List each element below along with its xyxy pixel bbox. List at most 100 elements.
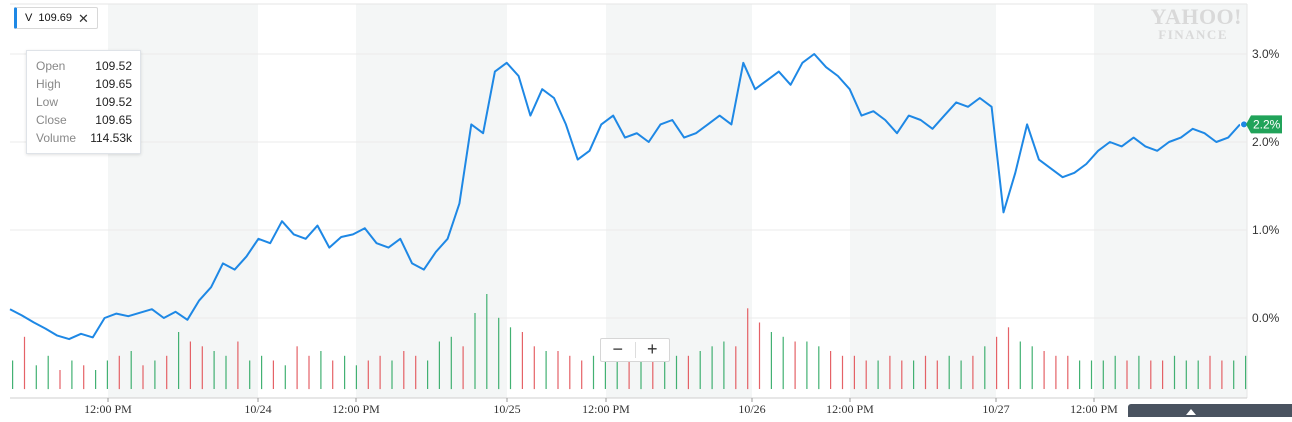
volume-bar [557,351,559,389]
symbol-chip[interactable]: V 109.69 ✕ [14,7,98,29]
x-tick-label: 12:00 PM [332,402,380,416]
tooltip-value: 109.65 [95,77,132,91]
volume-bar [1197,360,1199,389]
volume-bar [758,322,761,389]
current-value-label: 2.2% [1253,117,1281,131]
x-tick-label: 10/25 [493,402,520,416]
volume-bar [960,360,962,389]
ohlc-tooltip: Open 109.52 High 109.65 Low 109.52 Close… [26,50,141,154]
volume-bar [1126,360,1128,389]
volume-bar [1055,355,1057,390]
volume-bar [35,365,37,390]
y-tick-label: 2.0% [1252,135,1280,149]
volume-bar [462,346,464,390]
volume-bar [1019,341,1021,389]
yahoo-finance-logo: YAHOO! FINANCE [1132,6,1242,42]
tooltip-row-low: Low 109.52 [36,93,132,111]
price-line [9,53,1241,341]
volume-bar [924,355,927,390]
volume-bar [972,355,974,390]
volume-bar [770,332,772,389]
y-tick-label: 3.0% [1252,47,1280,61]
session-band [1094,4,1247,398]
session-band [850,4,996,398]
volume-bar [901,360,903,389]
current-value-badge [1246,115,1282,134]
volume-bar [1079,360,1081,389]
volume-bar [723,341,725,389]
volume-bar [652,360,654,389]
volume-bar [1245,355,1247,390]
x-tick-label: 12:00 PM [826,402,874,416]
volume-bar [889,355,891,390]
logo-line-2: FINANCE [1158,27,1228,42]
volume-bar [47,355,49,390]
volume-bar [296,346,298,390]
zoom-in-button[interactable]: + [646,339,658,359]
volume-bar [474,313,476,389]
tooltip-label: Open [36,59,66,73]
volume-bar [308,355,310,390]
volume-bar [1031,346,1033,390]
volume-bar [154,360,156,389]
volume-bar [1221,360,1223,389]
volume-bar [23,336,26,390]
panel-toggle-tab[interactable] [1128,404,1292,417]
volume-bar [178,332,180,389]
volume-bar [984,346,986,390]
volume-bar [1150,360,1152,389]
volume-bar [996,336,998,390]
volume-bar [344,355,346,390]
y-tick-label: 0.0% [1252,311,1280,325]
volume-bar [1173,355,1176,390]
volume-bar [853,355,855,390]
volume-bar [865,360,867,389]
volume-bar [1090,360,1093,389]
volume-bar [1233,360,1235,389]
volume-bar [332,360,334,389]
tooltip-value: 109.65 [95,113,132,127]
volume-bar [450,336,452,390]
volume-bar [782,336,784,390]
tooltip-value: 114.53k [90,131,132,145]
close-icon[interactable]: ✕ [78,10,89,26]
volume-bar [948,355,950,390]
volume-bar [1138,355,1140,390]
volume-bar [403,351,405,389]
volume-bar [1007,327,1010,390]
volume-bar [1209,355,1211,390]
volume-bar [628,360,630,389]
x-tick-label: 12:00 PM [1070,402,1118,416]
volume-bar [806,341,808,389]
volume-bar [913,360,915,389]
volume-bar [59,370,61,389]
zoom-out-button[interactable]: − [612,339,623,359]
volume-bar [747,308,749,390]
x-tick-label: 12:00 PM [84,402,132,416]
volume-bar [699,351,701,389]
volume-bar [486,294,488,389]
tooltip-label: High [36,77,61,91]
volume-bar [830,351,832,389]
volume-bar [592,355,595,390]
volume-bar [1162,360,1164,389]
volume-bar [391,360,393,389]
volume-bar [130,351,132,389]
tooltip-value: 109.52 [95,95,132,109]
volume-bar [1185,360,1187,389]
volume-bar [640,355,642,390]
volume-bar [711,346,713,390]
logo-line-1: YAHOO! [1150,4,1242,29]
x-tick-label: 10/26 [738,402,765,416]
x-tick-label: 10/24 [244,402,271,416]
volume-bar [1102,360,1104,389]
zoom-control: − + [600,338,670,362]
volume-bar [427,360,429,389]
volume-bar [569,355,571,390]
volume-bar [616,355,618,390]
volume-bar [1043,351,1045,389]
session-band [356,4,507,398]
volume-bar [71,360,73,389]
